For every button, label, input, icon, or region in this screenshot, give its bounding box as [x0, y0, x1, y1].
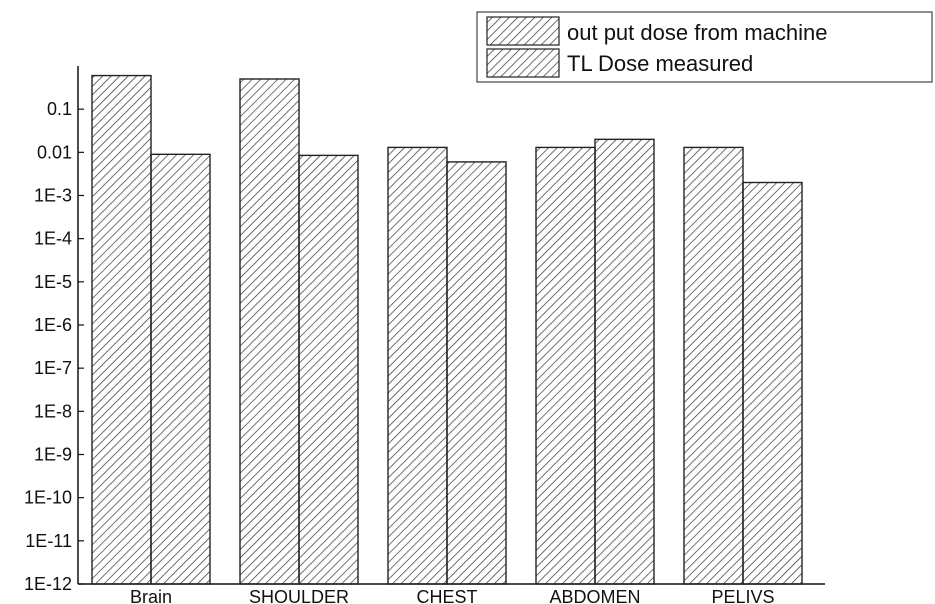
bar-tl-measured-pelivs	[742, 181, 803, 585]
bar-tl-measured-chest	[446, 161, 507, 585]
x-tick-label: ABDOMEN	[549, 587, 640, 604]
legend-swatch-series-1	[486, 16, 560, 46]
y-tick-label: 1E-7	[34, 358, 72, 378]
bar-machine-output-abdomen	[535, 146, 596, 585]
x-tick-label: CHEST	[416, 587, 477, 604]
legend-swatch-series-2	[486, 48, 560, 78]
y-tick-label: 1E-10	[24, 488, 72, 508]
y-tick-label: 1E-6	[34, 315, 72, 335]
bar-tl-measured-shoulder	[298, 154, 359, 585]
x-tick-label: Brain	[130, 587, 172, 604]
bar-machine-output-pelivs	[683, 146, 744, 585]
bar-machine-output-brain	[91, 74, 152, 585]
y-tick-label: 0.01	[37, 142, 72, 162]
x-tick-label: SHOULDER	[249, 587, 349, 604]
x-tick-label: PELIVS	[711, 587, 774, 604]
legend: out put dose from machine TL Dose measur…	[476, 11, 933, 83]
y-tick-label: 1E-12	[24, 574, 72, 594]
y-tick-label: 1E-11	[25, 531, 72, 551]
bar-tl-measured-brain	[150, 153, 211, 585]
plot-area: 1E-12 1E-11 1E-10 1E-9 1E-8 1E-7 1E-6 1E-5 1E-4 1…	[24, 66, 825, 604]
y-tick-label: 1E-4	[34, 229, 72, 249]
legend-label-series-1: out put dose from machine	[567, 20, 827, 45]
y-tick-label: 1E-5	[34, 272, 72, 292]
y-tick-label: 0.1	[47, 99, 72, 119]
bar-tl-measured-abdomen	[594, 138, 655, 585]
legend-label-series-2: TL Dose measured	[567, 51, 753, 76]
bar-machine-output-shoulder	[239, 78, 300, 585]
y-tick-label: 1E-9	[34, 445, 72, 465]
y-tick-label: 1E-3	[34, 186, 72, 206]
y-tick-label: 1E-8	[34, 401, 72, 421]
bar-machine-output-chest	[387, 146, 448, 585]
